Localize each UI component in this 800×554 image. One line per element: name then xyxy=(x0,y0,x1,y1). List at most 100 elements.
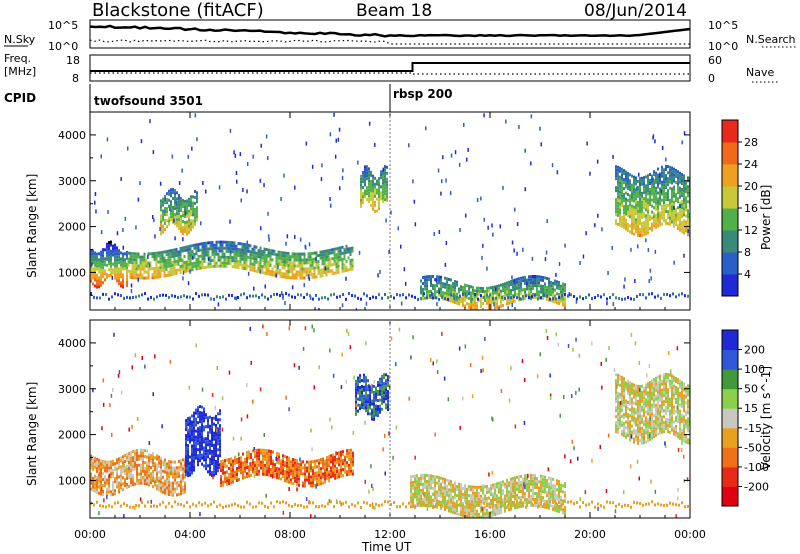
echo-cell xyxy=(355,406,357,410)
echo-cell xyxy=(454,505,456,509)
echo-cell xyxy=(106,251,108,255)
echo-cell xyxy=(643,224,645,228)
echo-cell xyxy=(643,227,645,231)
echo-cell xyxy=(480,488,482,492)
date-title: 08/Jun/2014 xyxy=(584,1,687,21)
echo-cell xyxy=(669,180,671,184)
echo-cell xyxy=(496,512,498,516)
echo-cell xyxy=(536,486,538,490)
echo-cell xyxy=(512,480,514,483)
echo-cell xyxy=(514,476,516,480)
echo-cell xyxy=(434,475,436,479)
echo-cell xyxy=(387,408,389,412)
echo-cell xyxy=(264,451,266,455)
echo-cell xyxy=(436,499,438,503)
ground-cell xyxy=(132,295,134,299)
echo-cell xyxy=(504,285,506,289)
echo-cell xyxy=(242,464,244,468)
echo-cell xyxy=(365,409,367,413)
echo-cell xyxy=(276,469,278,473)
echo-cell xyxy=(564,304,566,308)
echo-cell xyxy=(462,513,464,517)
echo-cell xyxy=(173,248,176,252)
echo-cell xyxy=(256,472,258,476)
echo-cell xyxy=(424,494,426,498)
echo-cell xyxy=(142,457,144,461)
echo-cell xyxy=(685,214,687,218)
ground-cell xyxy=(456,295,458,299)
echo-cell xyxy=(368,173,370,177)
echo-cell xyxy=(369,400,371,404)
echo-cell xyxy=(270,474,272,477)
echo-cell xyxy=(504,288,506,292)
ground-cell xyxy=(372,295,374,299)
echo-cell xyxy=(207,265,210,269)
echo-cell xyxy=(211,471,213,474)
echo-cell xyxy=(480,289,482,293)
noise-cell xyxy=(511,303,513,308)
echo-cell xyxy=(530,290,532,294)
echo-cell xyxy=(502,504,504,508)
echo-cell xyxy=(203,428,205,432)
echo-cell xyxy=(178,471,180,475)
echo-cell xyxy=(270,468,272,471)
echo-cell xyxy=(357,382,359,386)
echo-cell xyxy=(496,482,498,486)
echo-cell xyxy=(663,192,665,196)
echo-cell xyxy=(301,270,304,274)
echo-cell xyxy=(338,463,340,467)
echo-cell xyxy=(476,295,478,299)
echo-cell xyxy=(456,292,458,296)
echo-cell xyxy=(422,482,424,486)
echo-cell xyxy=(383,397,385,401)
echo-cell xyxy=(100,280,102,284)
echo-cell xyxy=(187,423,189,427)
echo-cell xyxy=(641,200,643,204)
echo-cell xyxy=(269,263,272,267)
echo-cell xyxy=(292,470,294,473)
echo-cell xyxy=(348,454,350,458)
echo-cell xyxy=(450,498,452,502)
echo-cell xyxy=(387,399,389,403)
echo-cell xyxy=(446,490,448,494)
echo-cell xyxy=(190,225,192,229)
echo-cell xyxy=(215,243,218,247)
echo-cell xyxy=(347,256,350,260)
echo-cell xyxy=(136,482,138,485)
echo-cell xyxy=(647,201,649,205)
echo-cell xyxy=(448,277,450,281)
echo-cell xyxy=(530,281,532,285)
noise-cell xyxy=(597,213,599,218)
echo-cell xyxy=(422,473,424,477)
echo-cell xyxy=(530,488,532,492)
echo-cell xyxy=(440,284,442,288)
echo-cell xyxy=(426,495,428,498)
echo-cell xyxy=(151,252,154,256)
echo-cell xyxy=(102,275,104,279)
echo-cell xyxy=(462,300,464,304)
echo-cell xyxy=(159,272,162,276)
echo-cell xyxy=(211,244,214,247)
echo-cell xyxy=(106,466,108,470)
echo-cell xyxy=(301,258,304,262)
echo-cell xyxy=(615,171,617,175)
echo-cell xyxy=(363,403,365,407)
echo-cell xyxy=(377,384,379,387)
echo-cell xyxy=(328,470,330,474)
echo-cell xyxy=(456,301,458,305)
echo-cell xyxy=(234,461,236,465)
echo-cell xyxy=(166,480,168,484)
echo-cell xyxy=(104,463,106,467)
ground-cell xyxy=(453,293,455,297)
echo-cell xyxy=(168,204,170,208)
echo-cell xyxy=(225,240,228,244)
echo-cell xyxy=(440,488,442,492)
echo-cell xyxy=(318,482,320,486)
echo-cell xyxy=(299,267,302,271)
echo-cell xyxy=(416,486,418,490)
echo-cell xyxy=(229,247,232,250)
ground-cell xyxy=(537,297,539,301)
echo-cell xyxy=(466,493,468,497)
echo-cell xyxy=(189,247,192,251)
echo-cell xyxy=(320,470,322,474)
